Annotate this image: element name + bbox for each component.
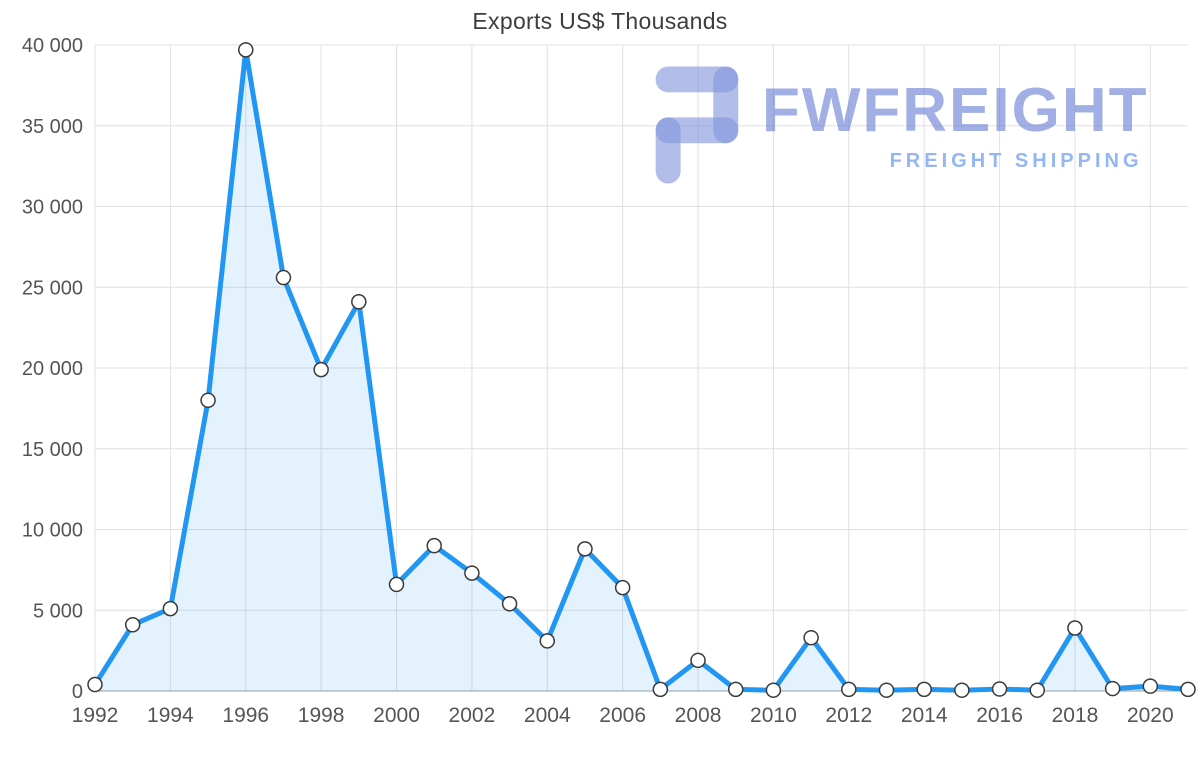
data-point-marker: [87, 676, 103, 693]
data-point-marker: [916, 681, 932, 698]
y-tick-label: 40 000: [22, 35, 83, 57]
data-point-marker: [690, 652, 706, 669]
x-tick-label: 2006: [599, 704, 646, 727]
data-point-marker: [200, 392, 216, 409]
area-fill: [95, 49, 1188, 692]
data-point-marker: [539, 633, 556, 649]
x-tick-label: 2010: [750, 704, 797, 727]
x-tick-label: 1992: [72, 704, 119, 727]
data-point-marker: [1142, 678, 1159, 694]
data-point-marker: [1029, 682, 1045, 698]
x-tick-label: 1998: [298, 704, 345, 727]
data-point-marker: [954, 682, 970, 698]
x-tick-label: 2018: [1052, 704, 1099, 727]
y-tick-label: 0: [72, 681, 83, 703]
x-tick-label: 2002: [449, 704, 496, 727]
x-tick-label: 2000: [373, 704, 420, 727]
x-tick-label: 1996: [222, 704, 269, 727]
y-tick-label: 15 000: [22, 439, 83, 461]
chart-title: Exports US$ Thousands: [472, 8, 728, 34]
data-point-marker: [1104, 680, 1121, 697]
x-tick-label: 2004: [524, 704, 571, 727]
data-point-marker: [426, 537, 442, 554]
data-point-marker: [351, 294, 367, 310]
data-point-marker: [727, 681, 744, 698]
y-tick-label: 5 000: [33, 600, 83, 622]
data-point-marker: [238, 42, 254, 58]
data-point-marker: [765, 682, 782, 698]
x-tick-label: 2008: [675, 704, 722, 727]
y-tick-label: 25 000: [22, 277, 83, 299]
data-point-marker: [124, 617, 141, 633]
data-point-marker: [464, 565, 480, 581]
data-point-marker: [313, 361, 329, 378]
y-tick-label: 35 000: [22, 116, 83, 138]
data-point-marker: [803, 629, 819, 646]
data-point-marker: [275, 269, 292, 286]
data-point-marker: [388, 576, 405, 593]
x-tick-label: 2016: [976, 704, 1023, 727]
data-point-marker: [841, 681, 857, 698]
x-tick-label: 2020: [1127, 704, 1174, 727]
y-tick-label: 20 000: [22, 358, 83, 380]
y-tick-label: 10 000: [22, 520, 83, 542]
data-point-marker: [162, 600, 179, 617]
data-point-marker: [577, 541, 593, 557]
y-tick-label: 30 000: [22, 197, 83, 219]
data-point-marker: [1180, 681, 1196, 698]
x-tick-label: 2014: [901, 704, 948, 727]
x-tick-label: 2012: [825, 704, 872, 727]
data-point-marker: [878, 682, 895, 698]
data-point-marker: [652, 681, 669, 698]
data-point-marker: [614, 579, 631, 596]
data-point-marker: [1067, 620, 1083, 636]
data-point-marker: [991, 681, 1008, 697]
data-point-marker: [501, 596, 518, 612]
x-tick-label: 1994: [147, 704, 194, 727]
